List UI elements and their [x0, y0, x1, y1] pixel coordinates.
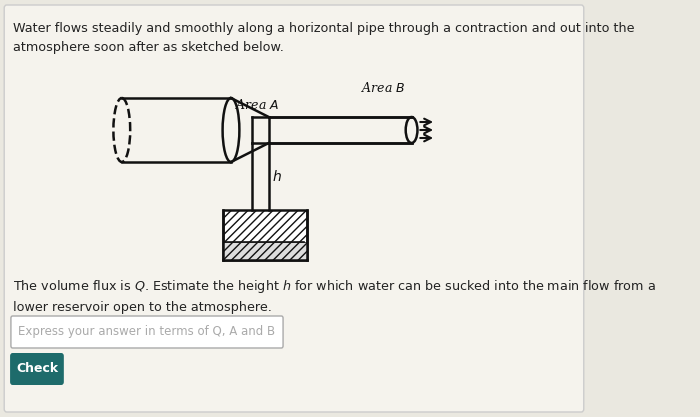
- Text: The volume flux is $Q$. Estimate the height $h$ for which water can be sucked in: The volume flux is $Q$. Estimate the hei…: [13, 278, 655, 314]
- Polygon shape: [223, 242, 307, 260]
- Polygon shape: [223, 210, 307, 260]
- Text: Check: Check: [16, 362, 58, 375]
- Text: Water flows steadily and smoothly along a horizontal pipe through a contraction : Water flows steadily and smoothly along …: [13, 22, 634, 54]
- FancyBboxPatch shape: [11, 316, 283, 348]
- Text: Area $A$: Area $A$: [235, 98, 280, 112]
- Text: Area $B$: Area $B$: [361, 81, 406, 95]
- FancyBboxPatch shape: [10, 353, 64, 385]
- Text: Express your answer in terms of Q, A and B: Express your answer in terms of Q, A and…: [18, 326, 276, 339]
- FancyBboxPatch shape: [4, 5, 584, 412]
- Text: $h$: $h$: [272, 168, 282, 183]
